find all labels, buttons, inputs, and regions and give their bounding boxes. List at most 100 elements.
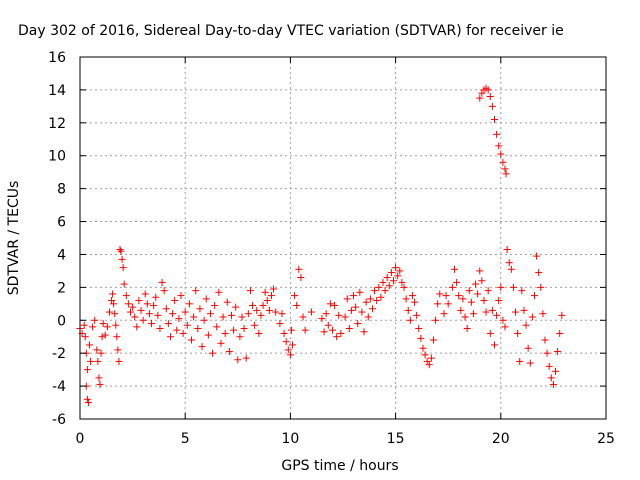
data-point <box>501 165 509 173</box>
data-point <box>263 297 271 305</box>
data-point <box>249 301 257 309</box>
data-point <box>160 287 168 295</box>
data-point <box>150 301 158 309</box>
x-tick-label: 0 <box>76 431 85 447</box>
data-point <box>495 297 503 305</box>
data-point <box>522 321 530 329</box>
data-point <box>148 320 156 328</box>
data-point <box>377 293 385 301</box>
data-point <box>280 329 288 337</box>
data-point <box>514 329 522 337</box>
data-point <box>476 94 484 102</box>
data-point <box>499 316 507 324</box>
data-point <box>156 325 164 332</box>
data-point <box>467 298 475 306</box>
data-point <box>105 308 113 316</box>
data-point <box>366 295 374 303</box>
y-tick-label: 16 <box>48 50 66 66</box>
data-point <box>190 313 198 321</box>
data-point <box>244 310 252 318</box>
data-point <box>230 326 238 334</box>
data-point <box>324 321 332 329</box>
data-point <box>110 300 118 308</box>
data-point <box>267 292 275 300</box>
data-point <box>335 311 343 319</box>
data-point <box>328 326 336 334</box>
data-point <box>257 311 265 319</box>
data-point <box>434 300 442 308</box>
data-point <box>200 316 208 324</box>
data-point <box>206 310 214 318</box>
data-point <box>291 292 299 300</box>
data-point <box>143 300 151 308</box>
data-point <box>101 331 109 339</box>
data-point <box>91 316 99 324</box>
data-point <box>103 323 111 331</box>
data-point <box>558 311 566 319</box>
plot-frame <box>79 56 607 420</box>
data-point <box>196 305 204 313</box>
data-point <box>509 283 517 291</box>
y-axis-label: SDTVAR / TECUs <box>6 181 22 296</box>
data-point <box>97 349 105 357</box>
data-point <box>211 301 219 309</box>
data-point <box>371 287 379 295</box>
data-point <box>543 349 551 357</box>
data-point <box>396 267 404 275</box>
data-point <box>287 326 295 334</box>
data-point <box>171 297 179 305</box>
data-point <box>154 311 162 319</box>
data-point <box>432 316 440 324</box>
y-tick-label: -4 <box>52 379 66 395</box>
data-point <box>185 300 193 308</box>
data-point <box>495 142 503 150</box>
data-point <box>482 308 490 316</box>
data-point <box>383 273 391 281</box>
data-point <box>347 306 355 314</box>
data-point <box>362 298 370 306</box>
data-point <box>301 326 309 334</box>
data-point <box>440 310 448 318</box>
data-point <box>181 308 189 316</box>
data-point <box>425 361 433 369</box>
data-point <box>488 102 496 110</box>
data-point <box>497 283 505 291</box>
data-point <box>84 399 92 407</box>
x-tick-label: 15 <box>387 431 405 447</box>
data-point <box>246 287 254 295</box>
data-point <box>261 288 269 296</box>
data-point <box>453 278 461 286</box>
data-point <box>502 170 510 178</box>
data-point <box>253 306 261 314</box>
data-point <box>122 292 130 300</box>
data-point <box>81 333 89 341</box>
data-point <box>451 265 459 273</box>
data-point <box>286 351 294 359</box>
data-point <box>408 292 416 300</box>
data-point <box>541 336 549 344</box>
data-point <box>126 308 134 316</box>
data-point <box>350 292 358 300</box>
data-point <box>352 303 360 311</box>
data-point <box>394 272 402 280</box>
data-point <box>177 292 185 300</box>
data-point <box>293 301 301 309</box>
data-point <box>188 336 196 344</box>
data-point <box>503 246 511 254</box>
data-point <box>398 278 406 286</box>
data-point <box>202 295 210 303</box>
data-point <box>204 331 212 339</box>
data-point <box>343 295 351 303</box>
data-point <box>389 277 397 285</box>
data-point <box>213 323 221 331</box>
data-point <box>539 310 547 318</box>
data-point <box>326 300 334 308</box>
data-point <box>549 380 557 388</box>
data-point <box>484 287 492 295</box>
data-point <box>554 348 562 356</box>
data-point <box>413 311 421 319</box>
data-point <box>469 310 477 318</box>
data-point <box>83 395 91 403</box>
data-point <box>111 310 119 318</box>
